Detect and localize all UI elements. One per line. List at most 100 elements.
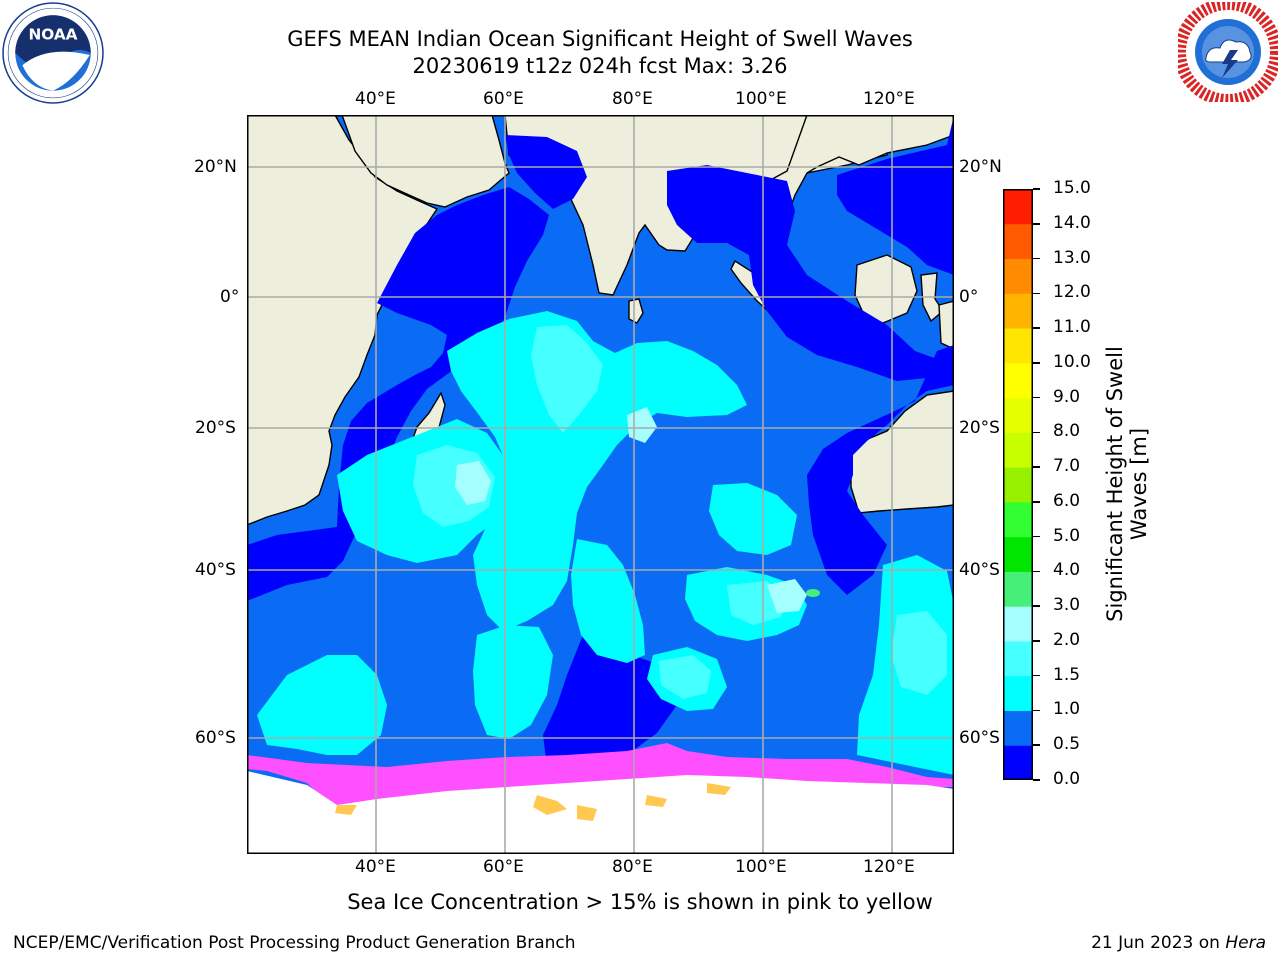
colorbar-tick [1033, 779, 1040, 781]
colorbar-tick [1033, 570, 1040, 573]
date-stamp: 21 Jun 2023 on Hera [1091, 933, 1266, 953]
lat-label-right-20S: 20°S [959, 418, 1000, 438]
swell-band-0-0.5 [247, 187, 549, 601]
lat-label-left-20N: 20°N [194, 157, 237, 177]
lon-label-bottom-40E: 40°E [355, 857, 396, 877]
colorbar-tick-label: 2.0 [1053, 629, 1081, 650]
lat-label-right-60S: 60°S [959, 728, 1000, 748]
colorbar-tick [1033, 257, 1040, 260]
colorbar-tick-label: 6.0 [1053, 490, 1081, 511]
colorbar-segment [1003, 397, 1033, 433]
lon-label-top-60E: 60°E [483, 89, 524, 109]
lat-label-right-40S: 40°S [959, 560, 1000, 580]
colorbar-tick-label: 7.0 [1053, 456, 1081, 477]
sea-ice-concentration [247, 743, 954, 854]
colorbar-tick [1033, 709, 1040, 712]
colorbar-tick [1033, 431, 1040, 434]
swell-band-0-0.5 [667, 165, 937, 381]
colorbar-segment [1003, 432, 1033, 468]
swell-band-1.5-2.0 [891, 611, 947, 695]
lat-label-left-0: 0° [220, 287, 240, 307]
colorbar-tick-label: 1.0 [1053, 699, 1081, 720]
borneo-landmass [854, 254, 918, 324]
swell-band-1.0-1.5 [709, 483, 797, 555]
colorbar-tick [1033, 501, 1040, 503]
colorbar-tick-label: 0.0 [1053, 769, 1081, 789]
lat-label-left-20S: 20°S [195, 418, 236, 438]
colorbar-segment [1003, 571, 1033, 607]
colorbar-tick [1033, 223, 1040, 225]
colorbar-tick [1033, 188, 1040, 190]
colorbar-tick-label: 9.0 [1053, 386, 1081, 407]
swell-height-map [247, 115, 954, 854]
credit-text: NCEP/EMC/Verification Post Processing Pr… [13, 933, 576, 953]
colorbar-tick [1033, 396, 1040, 399]
national-weather-service-logo-icon [1178, 2, 1278, 102]
swell-band-1.0-1.5 [473, 625, 553, 739]
colorbar-segment [1003, 501, 1033, 538]
new-guinea-edge [938, 300, 954, 350]
colorbar-tick-label: 13.0 [1053, 247, 1091, 268]
colorbar-segment [1003, 258, 1033, 294]
colorbar-label: Significant Height of Swell Waves [m] [1103, 346, 1151, 622]
swell-band-1.0-1.5 [257, 655, 387, 755]
colorbar-tick-label: 4.0 [1053, 560, 1081, 581]
colorbar-segment [1003, 606, 1033, 642]
lon-label-top-120E: 120°E [863, 89, 915, 109]
lat-label-left-40S: 40°S [195, 560, 236, 580]
lon-label-top-100E: 100°E [735, 89, 787, 109]
lon-label-top-40E: 40°E [355, 89, 396, 109]
machine-name: Hera [1225, 933, 1266, 953]
sea-ice-edge-pink [247, 743, 954, 809]
colorbar-tick-label: 14.0 [1053, 212, 1091, 233]
swell-band-2.0-2.5 [455, 461, 491, 505]
colorbar-tick [1033, 362, 1040, 364]
arabia-landmass [341, 115, 510, 208]
noaa-logo-icon: NOAA [2, 2, 104, 104]
colorbar-tick-label: 11.0 [1053, 317, 1091, 338]
sea-ice-interior-white [247, 771, 954, 854]
swell-band-2.0-2.5 [767, 579, 807, 613]
lat-label-left-60S: 60°S [195, 728, 236, 748]
colorbar-tick-label: 10.0 [1053, 351, 1091, 372]
lon-label-top-80E: 80°E [612, 89, 653, 109]
colorbar-segment [1003, 745, 1033, 780]
colorbar-segment [1003, 223, 1033, 260]
lon-label-bottom-80E: 80°E [612, 857, 653, 877]
colorbar-segment [1003, 293, 1033, 329]
lon-label-bottom-120E: 120°E [863, 857, 915, 877]
colorbar-tick-label: 0.5 [1053, 734, 1081, 755]
colorbar-tick-label: 15.0 [1053, 178, 1091, 198]
colorbar-tick [1033, 292, 1040, 295]
colorbar-tick [1033, 744, 1040, 746]
lon-label-bottom-100E: 100°E [735, 857, 787, 877]
colorbar-tick [1033, 327, 1040, 329]
australia-landmass [850, 390, 954, 514]
swell-band-0-0.5 [807, 345, 954, 595]
sea-ice-note: Sea Ice Concentration > 15% is shown in … [347, 890, 933, 914]
colorbar-segment [1003, 710, 1033, 746]
colorbar-tick [1033, 674, 1040, 677]
colorbar-segment [1003, 467, 1033, 503]
colorbar-segment [1003, 189, 1033, 225]
colorbar-segment [1003, 328, 1033, 364]
date-text: 21 Jun 2023 on [1091, 933, 1220, 953]
colorbar-tick-label: 5.0 [1053, 525, 1081, 546]
colorbar [1003, 189, 1033, 780]
colorbar-tick-label: 12.0 [1053, 282, 1091, 303]
swell-peak [806, 589, 820, 597]
colorbar-frame [1003, 189, 1033, 780]
lat-label-right-20N: 20°N [959, 157, 1002, 177]
forecast-subtitle: 20230619 t12z 024h fcst Max: 3.26 [412, 54, 788, 78]
sea-ice-yellow-patches [335, 783, 731, 821]
swell-height-field [247, 115, 954, 775]
colorbar-tick [1033, 466, 1040, 468]
colorbar-tick-label: 3.0 [1053, 595, 1081, 616]
colorbar-tick [1033, 640, 1040, 642]
colorbar-segment [1003, 675, 1033, 711]
swell-band-1.5-2.0 [659, 655, 711, 699]
colorbar-segment [1003, 362, 1033, 399]
map-title: GEFS MEAN Indian Ocean Significant Heigh… [287, 27, 913, 51]
colorbar-segment [1003, 640, 1033, 677]
lat-label-right-0: 0° [959, 287, 979, 307]
